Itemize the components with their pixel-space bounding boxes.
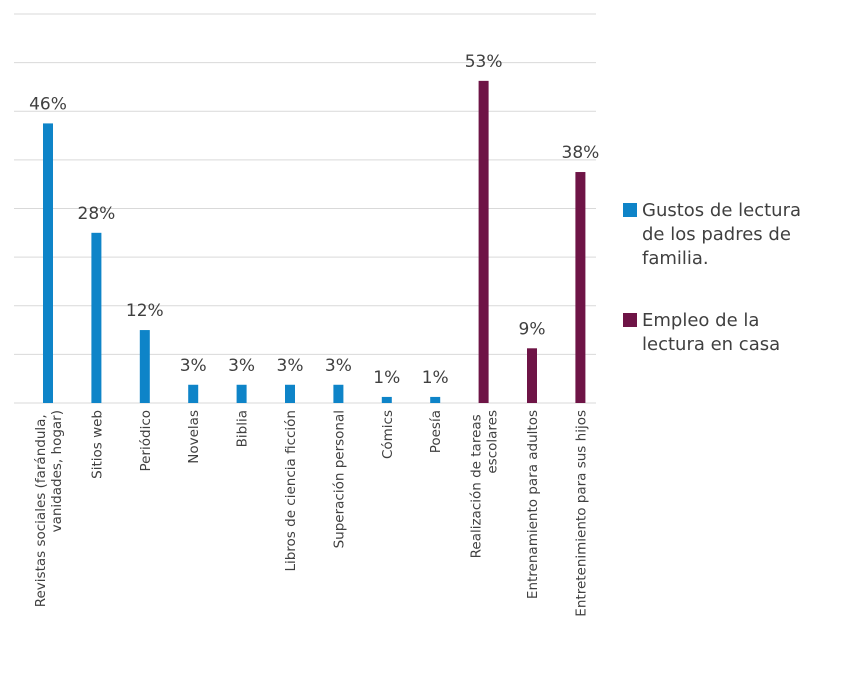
- data-label: 3%: [180, 356, 207, 376]
- data-label: 12%: [126, 301, 164, 321]
- bar: [43, 123, 53, 403]
- x-tick-label: Biblia: [235, 410, 251, 447]
- data-label: 3%: [325, 356, 352, 376]
- x-tick-label: Cómics: [380, 410, 396, 459]
- bar: [381, 396, 392, 403]
- bar: [575, 172, 586, 403]
- data-label: 3%: [228, 356, 255, 376]
- x-tick-label: Superación personal: [331, 410, 347, 548]
- x-tick-label: Revistas sociales (farándula, vanidades,…: [33, 410, 65, 607]
- data-label: 28%: [78, 204, 116, 224]
- bar: [478, 80, 489, 403]
- legend-swatch: [623, 203, 637, 217]
- x-tick-label: Novelas: [186, 410, 202, 464]
- data-label: 1%: [373, 368, 400, 388]
- bar: [188, 384, 199, 403]
- data-label: 9%: [519, 319, 546, 339]
- x-tick-label: Libros de ciencia ficción: [283, 410, 299, 572]
- bar: [333, 384, 344, 403]
- data-label: 38%: [562, 143, 600, 163]
- legend-swatch: [623, 313, 637, 327]
- legend-label: Gustos de lectura de los padres de famil…: [642, 200, 807, 269]
- x-tick-label: Poesía: [428, 410, 444, 453]
- data-label: 46%: [29, 94, 67, 114]
- data-label: 1%: [422, 368, 449, 388]
- bar: [285, 384, 295, 403]
- bar: [430, 396, 441, 403]
- x-tick-label: Realización de tareas escolares: [469, 410, 501, 558]
- legend-label: Empleo de la lectura en casa: [642, 310, 780, 355]
- x-tick-label: Entrenamiento para adultos: [525, 410, 541, 599]
- bar: [139, 330, 150, 403]
- x-tick-label: Entretenimiento para sus hijos: [573, 410, 589, 617]
- bar: [91, 232, 102, 403]
- x-tick-label: Periódico: [138, 410, 154, 472]
- x-tick-label: Sitios web: [89, 410, 105, 479]
- data-label: 53%: [465, 52, 503, 72]
- data-label: 3%: [277, 356, 304, 376]
- bar: [527, 348, 537, 403]
- bar: [236, 384, 247, 403]
